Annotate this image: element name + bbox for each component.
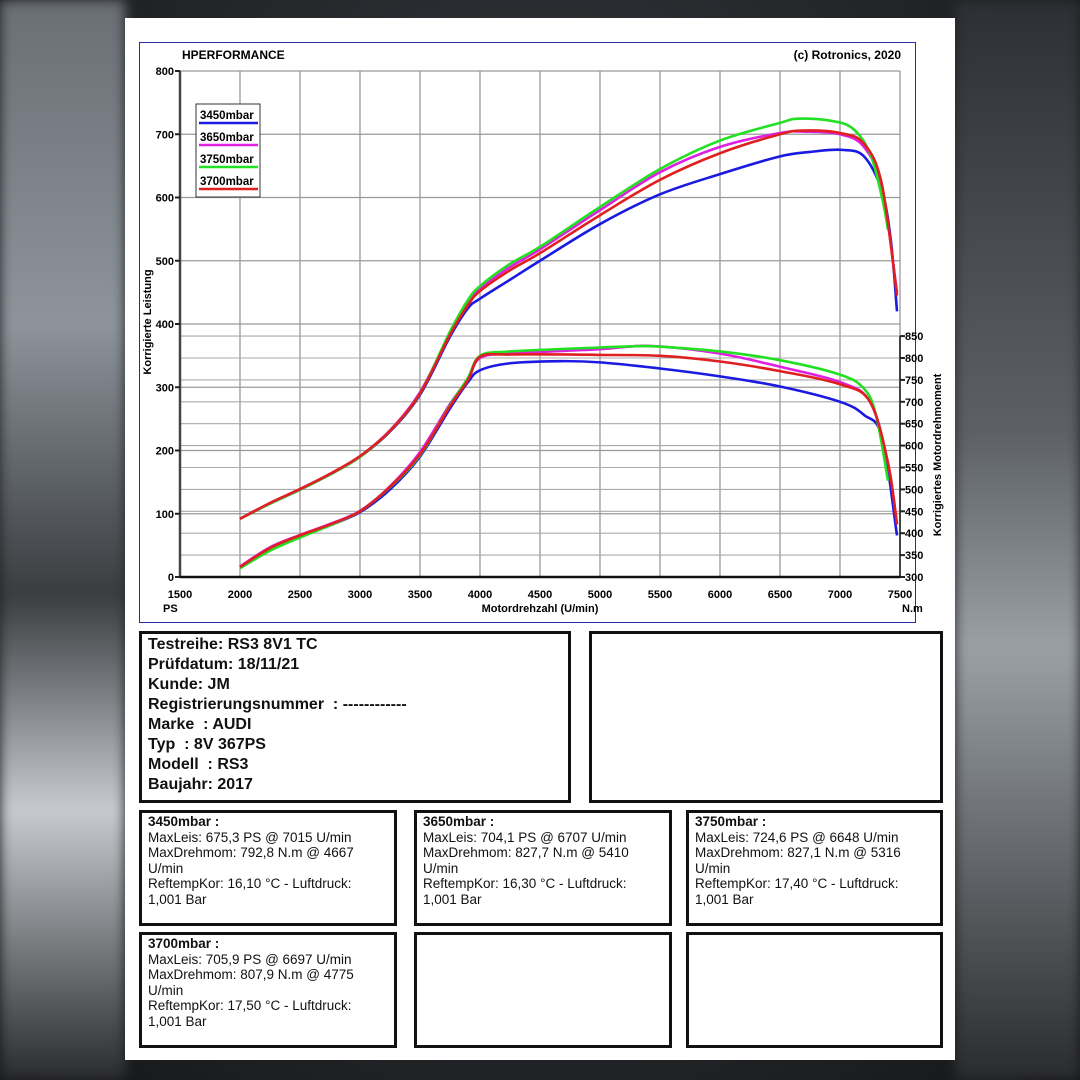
- x-tick-label: 7500: [888, 589, 912, 601]
- x-tick-label: 1500: [168, 589, 192, 601]
- x-tick-label: 4500: [528, 589, 552, 601]
- unit-left: PS: [163, 603, 178, 615]
- result-maxleis: MaxLeis: 675,3 PS @ 7015 U/min: [148, 829, 352, 845]
- y-tick-label-left: 700: [156, 129, 174, 141]
- y-tick-label-right: 600: [905, 441, 923, 453]
- result-title: 3700mbar :: [148, 936, 220, 951]
- x-tick-label: 3000: [348, 589, 372, 601]
- result-reftemp: ReftempKor: 16,10 °C - Luftdruck: 1,001 …: [148, 876, 352, 907]
- info-registrierung: Registrierungsnummer : ------------: [148, 696, 407, 713]
- x-axis-label: Motordrehzahl (U/min): [482, 603, 599, 615]
- result-reftemp: ReftempKor: 16,30 °C - Luftdruck: 1,001 …: [423, 876, 627, 907]
- power-curve-3700mbar: [239, 129, 899, 520]
- result-maxleis: MaxLeis: 704,1 PS @ 6707 U/min: [423, 829, 627, 845]
- y-tick-label-right: 450: [905, 506, 923, 518]
- y-tick-label-left: 500: [156, 256, 174, 268]
- info-marke: Marke : AUDI: [148, 716, 252, 733]
- result-title: 3750mbar :: [695, 814, 767, 829]
- y-tick-label-left: 200: [156, 446, 174, 458]
- result-box-3650: 3650mbar : MaxLeis: 704,1 PS @ 6707 U/mi…: [414, 810, 672, 926]
- y-tick-label-right: 750: [905, 375, 923, 387]
- power-curve-3750mbar: [239, 117, 890, 520]
- y-tick-label-left: 800: [156, 66, 174, 78]
- result-box-3700: 3700mbar : MaxLeis: 705,9 PS @ 6697 U/mi…: [139, 932, 397, 1048]
- unit-right: N.m: [902, 603, 923, 615]
- y-tick-label-left: 400: [156, 319, 174, 331]
- vehicle-info-box: Testreihe: RS3 8V1 TC Prüfdatum: 18/11/2…: [139, 631, 571, 803]
- legend-label: 3750mbar: [200, 154, 254, 166]
- y-tick-label-left: 600: [156, 193, 174, 205]
- y-tick-label-right: 500: [905, 484, 923, 496]
- x-tick-label: 5000: [588, 589, 612, 601]
- y-tick-label-right: 550: [905, 463, 923, 475]
- result-title: 3450mbar :: [148, 814, 220, 829]
- torque-curve-3700mbar: [239, 352, 899, 569]
- power-curve-3650mbar: [239, 129, 899, 520]
- y-tick-label-right: 400: [905, 528, 923, 540]
- result-maxleis: MaxLeis: 705,9 PS @ 6697 U/min: [148, 951, 352, 967]
- result-maxdreh: MaxDrehmom: 807,9 N.m @ 4775 U/min: [148, 967, 354, 998]
- power-curve-3450mbar: [239, 148, 899, 520]
- x-tick-label: 3500: [408, 589, 432, 601]
- result-reftemp: ReftempKor: 17,40 °C - Luftdruck: 1,001 …: [695, 876, 899, 907]
- y-tick-label-left: 0: [168, 572, 174, 584]
- x-tick-label: 4000: [468, 589, 492, 601]
- background-left: [0, 0, 125, 1080]
- info-pruefdatum: Prüfdatum: 18/11/21: [148, 656, 300, 673]
- result-title: 3650mbar :: [423, 814, 495, 829]
- x-tick-label: 5500: [648, 589, 672, 601]
- y-axis-label-left: Korrigierte Leistung: [142, 269, 154, 374]
- x-tick-label: 2000: [228, 589, 252, 601]
- x-tick-label: 2500: [288, 589, 312, 601]
- torque-curve-3750mbar: [239, 344, 890, 570]
- empty-box: [686, 932, 943, 1048]
- legend-label: 3700mbar: [200, 176, 254, 188]
- x-tick-label: 6000: [708, 589, 732, 601]
- legend-box: [195, 103, 261, 198]
- y-tick-label-left: 300: [156, 382, 174, 394]
- result-reftemp: ReftempKor: 17,50 °C - Luftdruck: 1,001 …: [148, 998, 352, 1029]
- info-kunde: Kunde: JM: [148, 676, 230, 693]
- empty-box: [414, 932, 672, 1048]
- chart-header-left: HPERFORMANCE: [182, 48, 285, 62]
- y-axis-label-right: Korrigiertes Motordrehmoment: [932, 373, 944, 536]
- chart-frame: [139, 42, 916, 623]
- y-tick-label-right: 850: [905, 331, 923, 343]
- result-maxleis: MaxLeis: 724,6 PS @ 6648 U/min: [695, 829, 899, 845]
- info-baujahr: Baujahr: 2017: [148, 776, 253, 793]
- info-modell: Modell : RS3: [148, 756, 249, 773]
- info-typ: Typ : 8V 367PS: [148, 736, 266, 753]
- y-tick-label-right: 650: [905, 419, 923, 431]
- y-tick-label-right: 350: [905, 550, 923, 562]
- empty-box: [589, 631, 943, 803]
- legend-label: 3650mbar: [200, 132, 254, 144]
- torque-curve-3450mbar: [239, 359, 899, 569]
- result-box-3450: 3450mbar : MaxLeis: 675,3 PS @ 7015 U/mi…: [139, 810, 397, 926]
- info-testreihe: Testreihe: RS3 8V1 TC: [148, 636, 318, 653]
- x-tick-label: 6500: [768, 589, 792, 601]
- result-maxdreh: MaxDrehmom: 827,7 N.m @ 5410 U/min: [423, 845, 629, 876]
- y-tick-label-right: 800: [905, 353, 923, 365]
- y-tick-label-left: 100: [156, 509, 174, 521]
- y-tick-label-right: 700: [905, 397, 923, 409]
- result-box-3750: 3750mbar : MaxLeis: 724,6 PS @ 6648 U/mi…: [686, 810, 943, 926]
- result-maxdreh: MaxDrehmom: 827,1 N.m @ 5316 U/min: [695, 845, 901, 876]
- chart-header-right: (c) Rotronics, 2020: [794, 48, 902, 62]
- x-tick-label: 7000: [828, 589, 852, 601]
- legend-label: 3450mbar: [200, 110, 254, 122]
- y-tick-label-right: 300: [905, 572, 923, 584]
- background-right: [955, 0, 1080, 1080]
- result-maxdreh: MaxDrehmom: 792,8 N.m @ 4667 U/min: [148, 845, 354, 876]
